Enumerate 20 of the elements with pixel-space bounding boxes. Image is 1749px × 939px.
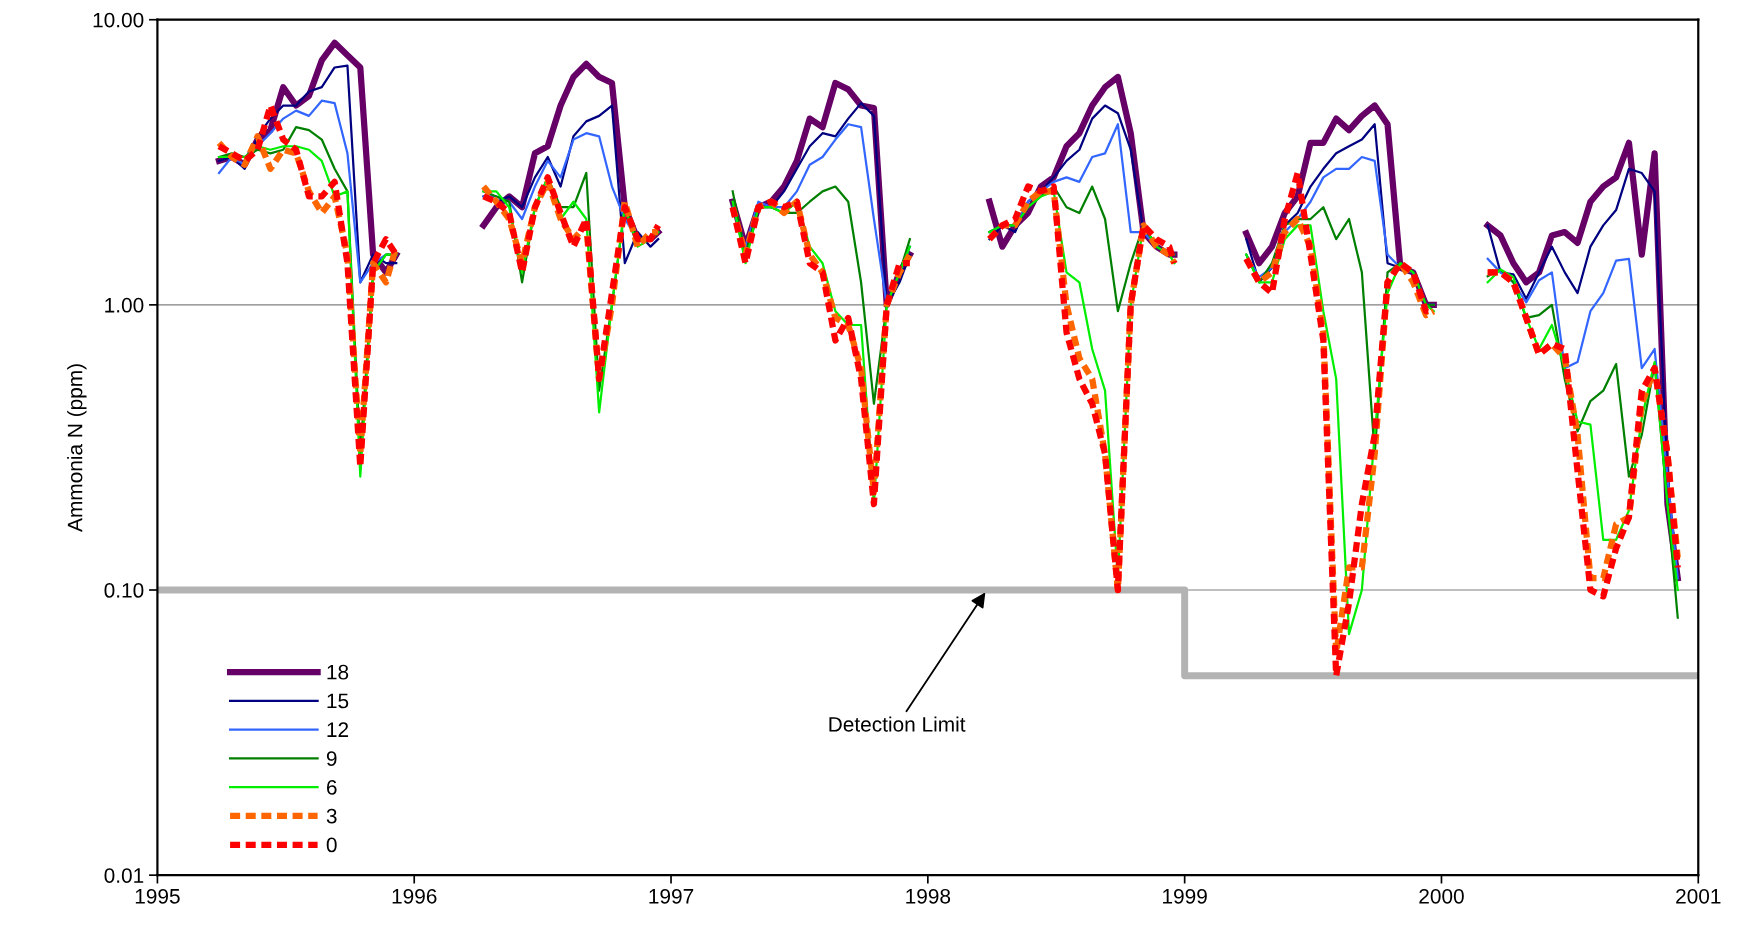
legend-label: 3 <box>326 808 337 824</box>
y-tick-label: 0.10 <box>104 583 144 598</box>
x-tick-label: 1999 <box>1163 888 1207 904</box>
legend-label: 0 <box>326 837 337 853</box>
legend-label: 12 <box>327 722 349 737</box>
annotation: Detection Limit <box>829 716 966 732</box>
x-tick-label: 1996 <box>392 888 437 904</box>
y-tick-label: 1.00 <box>105 297 144 313</box>
legend-label: 18 <box>327 664 349 680</box>
legend-label: 15 <box>327 693 349 709</box>
y-axis-title: Ammonia N (ppm) <box>67 364 87 532</box>
legend-label: 9 <box>326 751 337 766</box>
x-tick-label: 1997 <box>649 888 694 904</box>
x-tick-label: 2001 <box>1676 888 1721 904</box>
x-tick-label: 1995 <box>135 888 180 904</box>
y-tick-label: 10.00 <box>93 12 144 28</box>
x-tick-label: 2000 <box>1419 888 1464 904</box>
x-tick-label: 1998 <box>906 888 951 904</box>
legend-label: 6 <box>326 779 337 795</box>
y-tick-label: 0.01 <box>104 868 144 883</box>
